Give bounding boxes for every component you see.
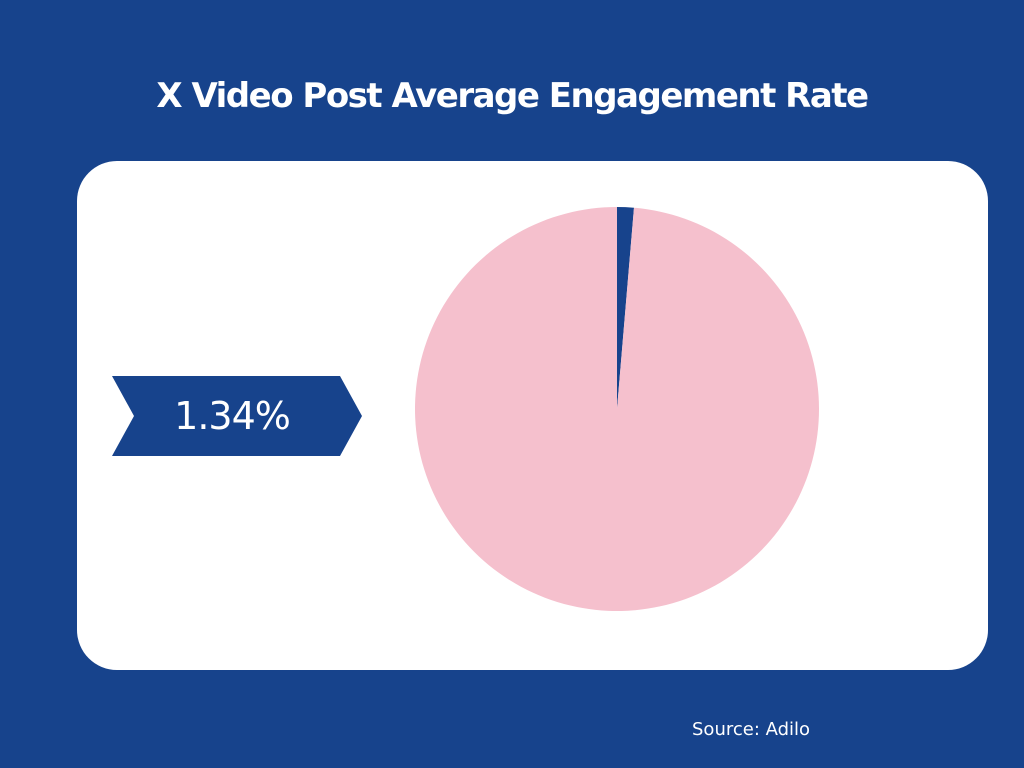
- engagement-rate-value: 1.34%: [174, 394, 291, 438]
- engagement-rate-badge: 1.34%: [112, 376, 362, 456]
- chart-title: X Video Post Average Engagement Rate: [156, 76, 869, 116]
- source-note: Source: Adilo: [692, 719, 811, 740]
- pie-chart: [415, 207, 819, 611]
- badge-arrow-shape: [112, 376, 362, 456]
- pie-slice-engagement: [617, 207, 634, 409]
- pie-slice-remainder: [415, 207, 819, 611]
